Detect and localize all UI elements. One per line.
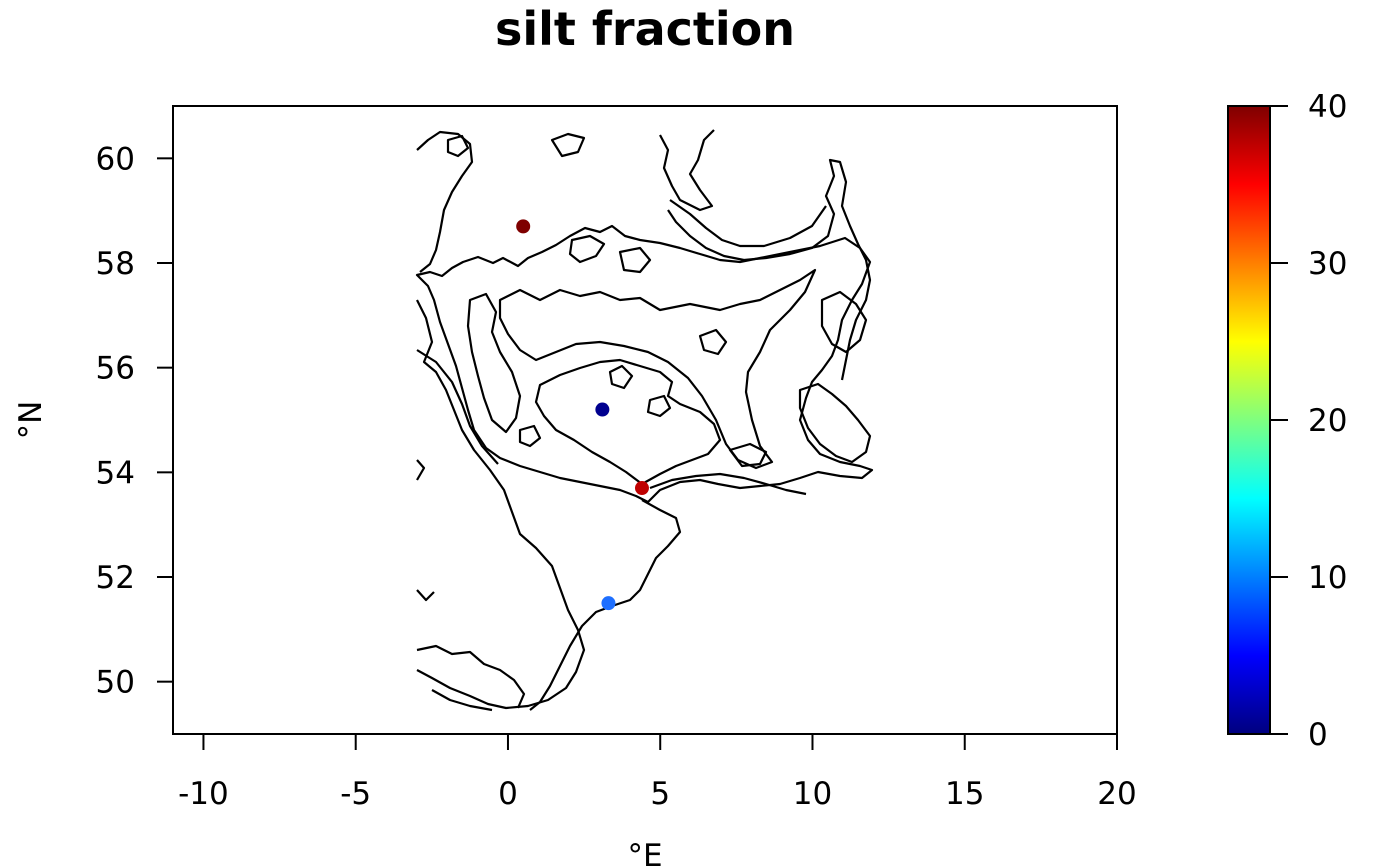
y-axis: 50 52 54 56 58 60 <box>96 141 174 701</box>
colorbar-axis: 0 10 20 30 40 <box>1269 89 1347 753</box>
y-tick-label: 60 <box>96 141 135 177</box>
x-axis: -10 -5 0 5 10 15 20 <box>178 733 1137 812</box>
colorbar-tick-label: 20 <box>1308 403 1347 439</box>
x-tick-label: 20 <box>1097 776 1136 812</box>
y-tick-label: 54 <box>96 455 135 491</box>
y-tick-label: 52 <box>96 560 135 596</box>
y-tick-label: 56 <box>96 351 135 387</box>
y-tick-label: 58 <box>96 246 135 282</box>
x-tick-label: 15 <box>945 776 984 812</box>
x-tick-label: 5 <box>650 776 670 812</box>
x-tick-label: 0 <box>498 776 518 812</box>
y-axis-label: °N <box>13 401 49 440</box>
data-point <box>634 481 649 496</box>
chart-title: silt fraction <box>495 2 795 56</box>
colorbar <box>1227 105 1271 735</box>
x-axis-label: °E <box>627 838 662 866</box>
x-tick-label: 10 <box>793 776 832 812</box>
data-points <box>516 219 649 611</box>
colorbar-tick-label: 40 <box>1308 89 1347 125</box>
bathymetry-contours <box>415 129 874 712</box>
colorbar-tick-label: 10 <box>1308 560 1347 596</box>
colorbar-tick-label: 0 <box>1308 717 1328 753</box>
data-point <box>516 219 531 234</box>
data-point <box>595 402 610 417</box>
y-tick-label: 50 <box>96 665 135 701</box>
colorbar-tick-label: 30 <box>1308 246 1347 282</box>
x-tick-label: -5 <box>340 776 371 812</box>
data-point <box>601 596 616 611</box>
plot-frame <box>172 105 1118 735</box>
x-tick-label: -10 <box>178 776 229 812</box>
